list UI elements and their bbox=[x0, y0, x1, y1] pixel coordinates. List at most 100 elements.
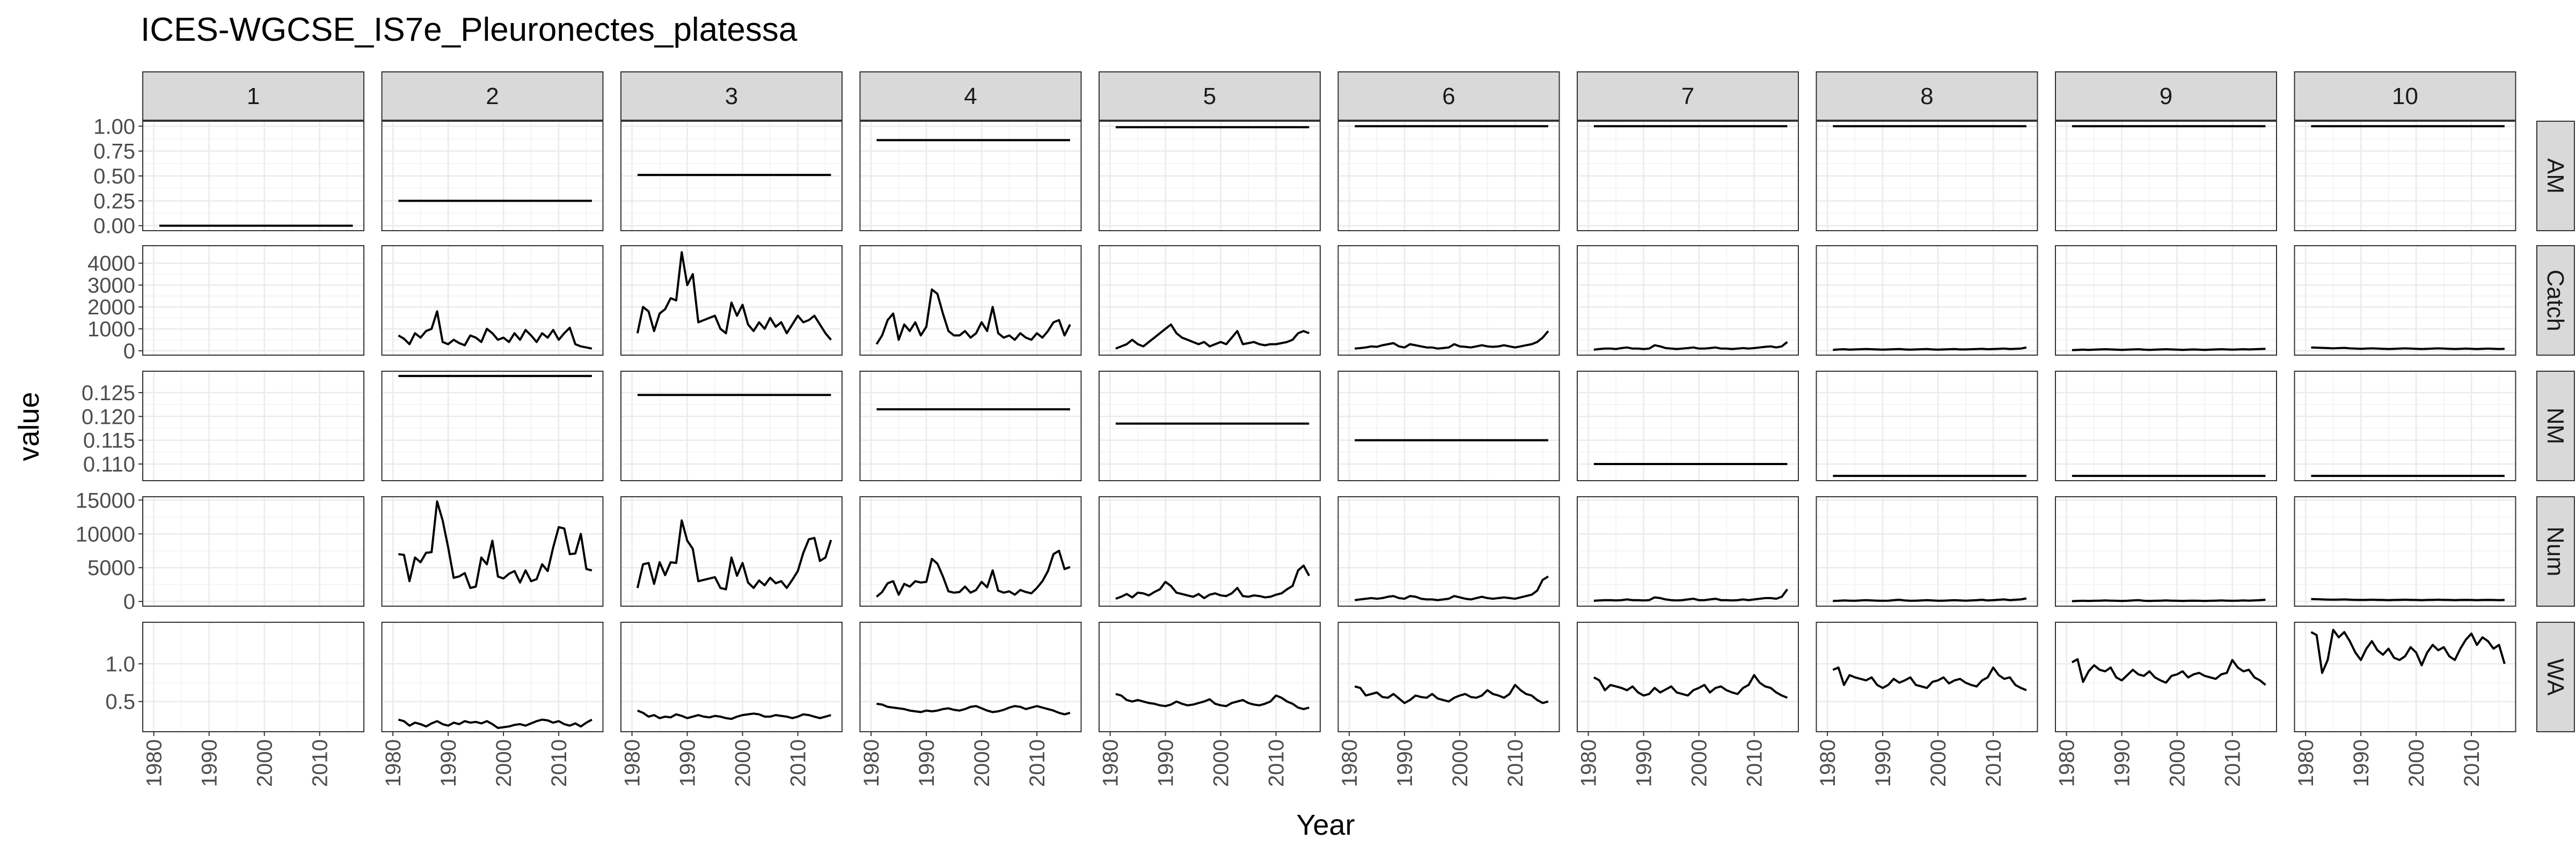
panel-border-Num-1 bbox=[142, 496, 364, 607]
panel-border-Num-8 bbox=[1816, 496, 2038, 607]
panel-bg-NM-9 bbox=[2055, 371, 2277, 481]
y-tick-label-Num-2: 10000 bbox=[76, 523, 135, 546]
x-tick-label-3-1: 1990 bbox=[676, 739, 700, 787]
y-tick-label-Num-3: 15000 bbox=[76, 489, 135, 512]
x-tick-label-10-2: 2000 bbox=[2405, 739, 2428, 787]
panel-bg-Catch-10 bbox=[2294, 246, 2516, 355]
panel-border-Catch-8 bbox=[1816, 245, 2038, 356]
panel-border-AM-5 bbox=[1099, 121, 1321, 231]
series-line-Num-6 bbox=[1355, 575, 1549, 601]
panel-bg-Num-4 bbox=[860, 497, 1081, 606]
panel-bg-WA-6 bbox=[1338, 622, 1560, 732]
y-tick-label-WA-1: 1.0 bbox=[105, 652, 135, 676]
panel-border-WA-9 bbox=[2055, 622, 2277, 732]
series-line-Num-4 bbox=[876, 549, 1071, 598]
series-line-WA-5 bbox=[1115, 693, 1309, 710]
panel-border-Num-2 bbox=[381, 496, 604, 607]
panel-bg-Catch-6 bbox=[1338, 246, 1560, 355]
panel-border-Catch-4 bbox=[859, 245, 1082, 356]
x-tick-label-6-0: 1980 bbox=[1338, 739, 1362, 787]
y-tick-label-Catch-4: 4000 bbox=[87, 252, 135, 276]
column-strip-label-8: 8 bbox=[1920, 83, 1933, 109]
x-tick-label-7-0: 1980 bbox=[1577, 739, 1601, 787]
column-strip-9 bbox=[2055, 71, 2277, 121]
x-tick-label-10-0: 1980 bbox=[2294, 739, 2318, 787]
panel-bg-Num-6 bbox=[1338, 497, 1560, 606]
panel-border-Catch-1 bbox=[142, 245, 364, 356]
row-strip-label-NM: NM bbox=[2542, 408, 2568, 444]
panel-border-Catch-2 bbox=[381, 245, 604, 356]
panel-border-AM-6 bbox=[1337, 121, 1560, 231]
x-tick-label-3-3: 2010 bbox=[787, 739, 810, 787]
series-line-WA-8 bbox=[1832, 666, 2027, 691]
column-strip-label-1: 1 bbox=[247, 83, 260, 109]
panel-border-WA-5 bbox=[1099, 622, 1321, 732]
panel-border-WA-10 bbox=[2294, 622, 2516, 732]
panel-border-Catch-7 bbox=[1577, 245, 1799, 356]
panel-border-AM-9 bbox=[2055, 121, 2277, 231]
column-strip-label-5: 5 bbox=[1203, 83, 1216, 109]
panel-border-Catch-5 bbox=[1099, 245, 1321, 356]
panel-border-WA-2 bbox=[381, 622, 604, 732]
series-line-WA-7 bbox=[1593, 674, 1788, 699]
panel-border-WA-3 bbox=[620, 622, 843, 732]
panel-bg-Num-2 bbox=[382, 497, 603, 606]
row-strip-label-AM: AM bbox=[2542, 158, 2568, 194]
panel-border-NM-7 bbox=[1577, 371, 1799, 481]
panel-bg-Num-9 bbox=[2055, 497, 2277, 606]
panel-border-WA-4 bbox=[859, 622, 1082, 732]
panel-border-AM-8 bbox=[1816, 121, 2038, 231]
y-tick-label-Num-0: 0 bbox=[123, 590, 135, 614]
panel-border-AM-2 bbox=[381, 121, 604, 231]
row-strip-label-Num: Num bbox=[2542, 527, 2568, 577]
x-tick-label-2-0: 1980 bbox=[382, 739, 405, 787]
column-strip-label-10: 10 bbox=[2392, 83, 2418, 109]
panel-border-WA-1 bbox=[142, 622, 364, 732]
series-line-Num-8 bbox=[1833, 597, 2027, 602]
column-strip-10 bbox=[2294, 71, 2516, 121]
panel-bg-Catch-7 bbox=[1577, 246, 1798, 355]
panel-bg-WA-4 bbox=[860, 622, 1081, 732]
x-tick-label-5-1: 1990 bbox=[1154, 739, 1178, 787]
column-strip-3 bbox=[620, 71, 843, 121]
x-tick-label-4-0: 1980 bbox=[860, 739, 883, 787]
panel-bg-NM-2 bbox=[382, 371, 603, 481]
x-tick-label-5-2: 2000 bbox=[1210, 739, 1233, 787]
panel-border-NM-9 bbox=[2055, 371, 2277, 481]
x-tick-label-9-3: 2010 bbox=[2221, 739, 2245, 787]
y-tick-label-Catch-0: 0 bbox=[123, 340, 135, 363]
x-tick-label-10-1: 1990 bbox=[2350, 739, 2373, 787]
panel-border-AM-10 bbox=[2294, 121, 2516, 231]
panel-border-Num-6 bbox=[1337, 496, 1560, 607]
panel-bg-WA-5 bbox=[1099, 622, 1320, 732]
series-line-Catch-9 bbox=[2072, 348, 2266, 351]
row-strip-Num bbox=[2536, 496, 2575, 607]
column-strip-label-3: 3 bbox=[725, 83, 738, 109]
column-strip-label-7: 7 bbox=[1681, 83, 1694, 109]
panel-border-NM-2 bbox=[381, 371, 604, 481]
y-tick-label-Catch-1: 1000 bbox=[87, 318, 135, 341]
panel-border-AM-4 bbox=[859, 121, 1082, 231]
column-strip-6 bbox=[1337, 71, 1560, 121]
panel-bg-NM-10 bbox=[2294, 371, 2516, 481]
y-tick-label-Catch-3: 3000 bbox=[87, 274, 135, 297]
y-axis-title: value bbox=[13, 392, 45, 461]
panel-border-Num-9 bbox=[2055, 496, 2277, 607]
panel-bg-NM-1 bbox=[143, 371, 364, 481]
panel-bg-WA-1 bbox=[143, 622, 364, 732]
panel-border-NM-10 bbox=[2294, 371, 2516, 481]
panel-border-Catch-6 bbox=[1337, 245, 1560, 356]
column-strip-label-9: 9 bbox=[2160, 83, 2172, 109]
panel-bg-Catch-8 bbox=[1816, 246, 2038, 355]
x-tick-label-3-2: 2000 bbox=[731, 739, 755, 787]
x-tick-label-9-1: 1990 bbox=[2111, 739, 2134, 787]
series-line-WA-9 bbox=[2071, 658, 2266, 686]
series-line-Catch-3 bbox=[636, 251, 832, 341]
row-strip-label-WA: WA bbox=[2542, 658, 2568, 696]
panel-border-AM-7 bbox=[1577, 121, 1799, 231]
x-tick-label-1-2: 2000 bbox=[253, 739, 277, 787]
y-tick-label-AM-0: 0.00 bbox=[93, 215, 135, 238]
panel-border-Num-10 bbox=[2294, 496, 2516, 607]
x-tick-label-7-3: 2010 bbox=[1743, 739, 1767, 787]
